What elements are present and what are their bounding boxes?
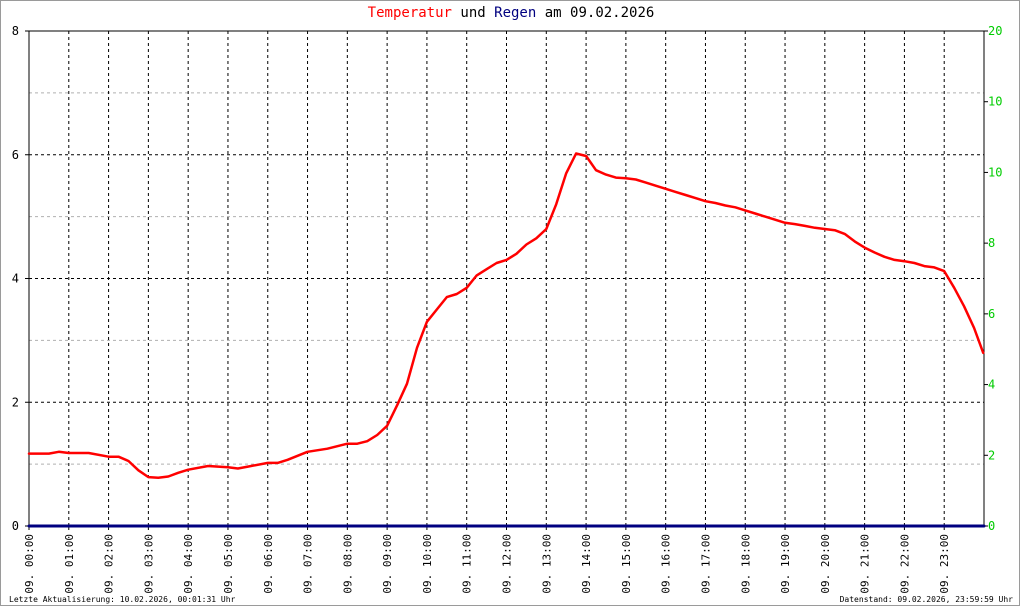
- title-date: 09.02.2026: [570, 5, 655, 21]
- left-tick-label: 2: [12, 395, 19, 409]
- x-tick-label: 09. 00:00: [23, 534, 36, 594]
- x-tick-label: 09. 22:00: [898, 534, 911, 594]
- x-tick-label: 09. 17:00: [699, 534, 712, 594]
- x-tick-label: 09. 14:00: [580, 534, 593, 594]
- axes: [25, 30, 988, 530]
- x-tick-label: 09. 08:00: [341, 534, 354, 594]
- right-tick-label: 6: [988, 307, 995, 321]
- labels: 0 2 4 6 8 0 2 4 6 8 10 10 20 09. 00:00 09. 01:00 09. 02…: [12, 24, 1003, 594]
- x-tick-label: 09. 13:00: [540, 534, 553, 594]
- x-tick-label: 09. 02:00: [103, 534, 116, 594]
- x-tick-label: 09. 04:00: [182, 534, 195, 594]
- x-tick-label: 09. 12:00: [501, 534, 514, 594]
- title-rain: Regen: [494, 5, 537, 21]
- x-tick-label: 09. 09:00: [381, 534, 394, 594]
- title-und: und: [460, 5, 486, 21]
- right-tick-label: 2: [988, 448, 995, 462]
- x-tick-label: 09. 05:00: [222, 534, 235, 594]
- left-tick-label: 4: [12, 272, 19, 286]
- x-tick-label: 09. 03:00: [142, 534, 155, 594]
- x-tick-label: 09. 16:00: [660, 534, 673, 594]
- x-tick-label: 09. 20:00: [819, 534, 832, 594]
- x-tick-label: 09. 07:00: [302, 534, 315, 594]
- x-tick-label: 09. 18:00: [739, 534, 752, 594]
- left-tick-label: 0: [12, 519, 19, 533]
- left-tick-label: 6: [12, 148, 19, 162]
- right-tick-label: 8: [988, 236, 995, 250]
- last-update-text: Letzte Aktualisierung: 10.02.2026, 00:01…: [9, 595, 236, 604]
- x-tick-label: 09. 21:00: [859, 534, 872, 594]
- x-tick-label: 09. 15:00: [620, 534, 633, 594]
- x-tick-label: 09. 06:00: [262, 534, 275, 594]
- x-tick-label: 09. 10:00: [421, 534, 434, 594]
- right-tick-label: 0: [988, 519, 995, 533]
- chart-title: Temperatur und Regen am 09.02.2026: [1, 5, 1020, 21]
- right-tick-label: 4: [988, 378, 995, 392]
- right-tick-label: 20: [988, 24, 1002, 38]
- x-tick-label: 09. 01:00: [63, 534, 76, 594]
- right-tick-label: 10: [988, 165, 1002, 179]
- title-am: am: [544, 5, 562, 21]
- marks: [27, 152, 986, 528]
- title-temperature: Temperatur: [367, 5, 452, 21]
- temperature-series-line: [27, 152, 985, 479]
- data-status-text: Datenstand: 09.02.2026, 23:59:59 Uhr: [839, 595, 1013, 604]
- grid: [29, 30, 984, 526]
- x-tick-label: 09. 23:00: [938, 534, 951, 594]
- x-tick-label: 09. 11:00: [461, 534, 474, 594]
- right-tick-label: 10: [988, 95, 1002, 109]
- left-tick-label: 8: [12, 24, 19, 38]
- x-tick-label: 09. 19:00: [779, 534, 792, 594]
